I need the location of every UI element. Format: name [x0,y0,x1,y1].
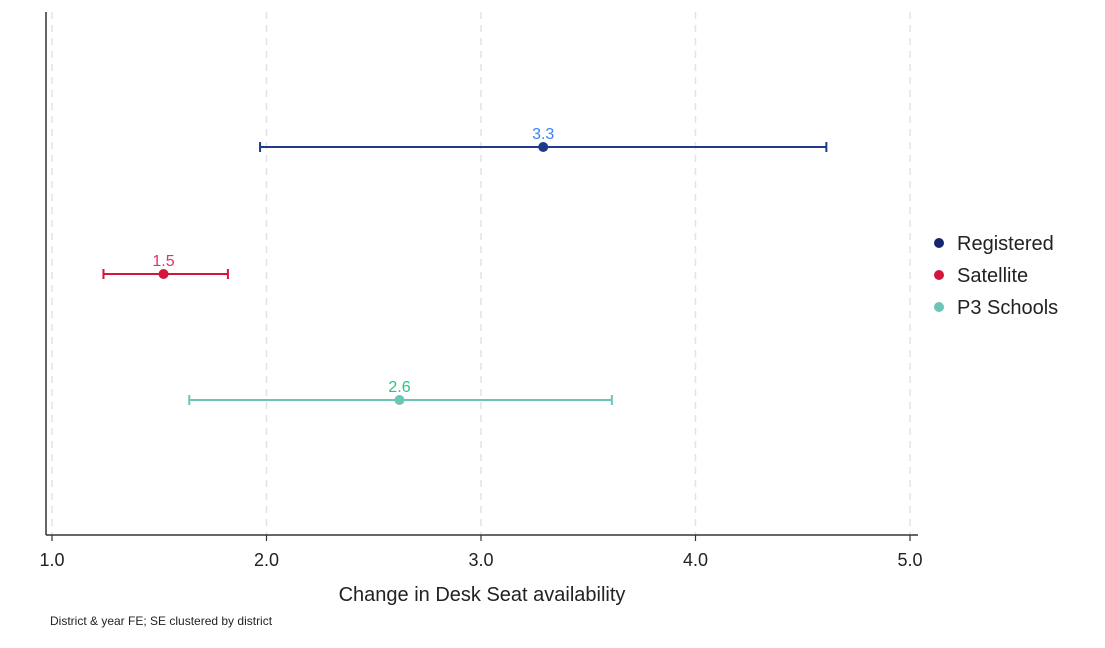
legend-marker-satellite [934,270,944,280]
x-tick-label-1: 2.0 [254,550,279,570]
legend-marker-registered [934,238,944,248]
point-registered [538,142,549,152]
legend-marker-p3-schools [934,302,944,312]
point-p3-schools [394,395,405,405]
x-tick-label-0: 1.0 [39,550,64,570]
x-tick-label-4: 5.0 [897,550,922,570]
legend-label-satellite: Satellite [957,265,1028,287]
value-label-p3-schools: 2.6 [388,379,410,396]
x-tick-label-2: 3.0 [468,550,493,570]
axis-layer: 1.0 2.0 3.0 4.0 5.0 [39,12,923,570]
grid-layer [51,12,911,535]
point-satellite [158,269,169,279]
legend-label-p3-schools: P3 Schools [957,297,1058,319]
value-label-registered: 3.3 [532,126,554,143]
chart-footnote: District & year FE; SE clustered by dist… [50,614,273,628]
x-tick-label-3: 4.0 [683,550,708,570]
legend-label-registered: Registered [957,233,1054,255]
series-layer: 3.3 1.5 2.6 [102,126,828,405]
x-axis-title: Change in Desk Seat availability [339,584,626,606]
value-label-satellite: 1.5 [152,253,174,270]
legend: Registered Satellite P3 Schools [934,233,1058,319]
